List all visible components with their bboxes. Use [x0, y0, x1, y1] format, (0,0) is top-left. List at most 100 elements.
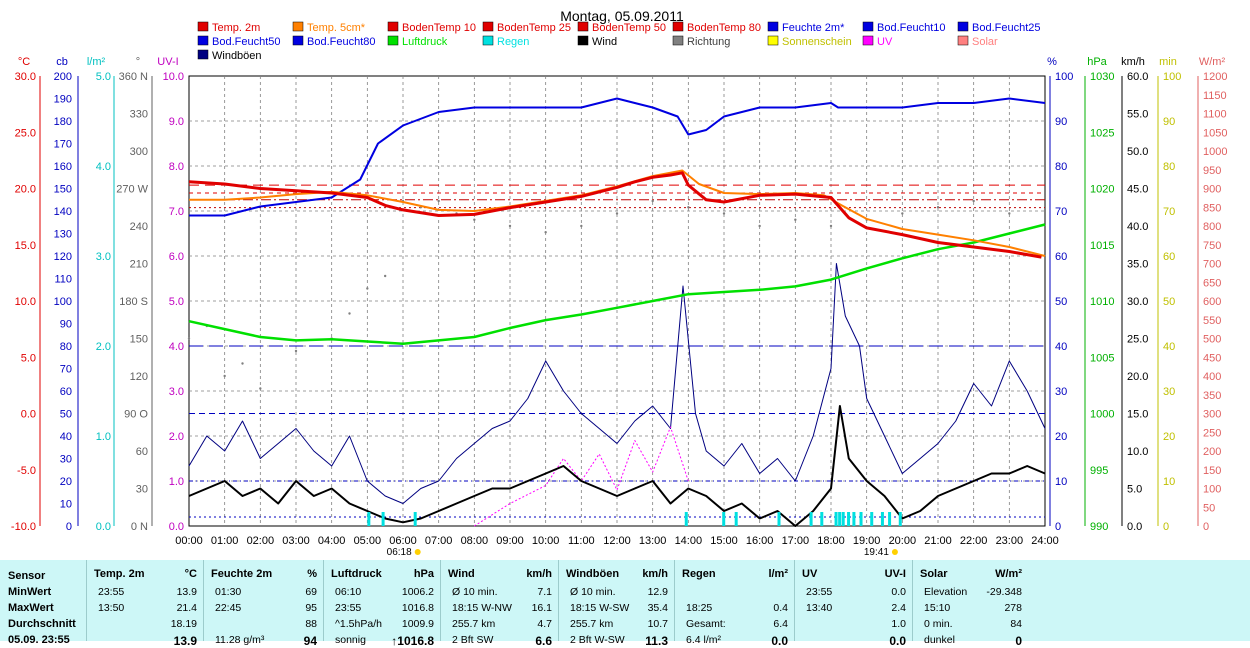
stats-cell-value: 18.19: [170, 618, 197, 630]
legend-swatch: [672, 21, 684, 32]
axis-tick-min: 100: [1163, 71, 1181, 83]
stats-col-divider: [558, 560, 559, 641]
legend-label: BodenTemp 25: [497, 22, 571, 34]
x-tick-label: 08:00: [461, 535, 489, 547]
rain-bar: [734, 512, 738, 526]
stats-col-divider: [440, 560, 441, 641]
axis-tick-wm2: 800: [1203, 221, 1221, 233]
axis-unit-temp: °C: [18, 56, 30, 68]
direction-point: [615, 212, 619, 215]
legend-label: Bod.Feucht80: [307, 36, 376, 48]
axis-tick-min: 20: [1163, 431, 1175, 443]
axis-tick-hum: 40: [1055, 341, 1067, 353]
legend-label: Bod.Feucht50: [212, 36, 281, 48]
direction-point: [722, 212, 726, 215]
axis-tick-cb: 40: [60, 431, 72, 443]
stats-col-head: Solar: [920, 568, 948, 580]
stats-cell-value: 13.9: [173, 634, 197, 648]
direction-point: [241, 362, 244, 365]
axis-unit-dir: °: [136, 56, 140, 68]
axis-tick-wm2: 1100: [1203, 109, 1227, 121]
stats-col-unit: km/h: [526, 568, 552, 580]
axis-tick-wm2: 850: [1203, 202, 1221, 214]
stats-cell-label: 255.7 km: [452, 618, 496, 630]
axis-tick-kmh: 25.0: [1127, 334, 1148, 346]
axis-tick-wm2: 400: [1203, 371, 1221, 383]
stats-cell-value: 94: [303, 634, 317, 648]
direction-point: [901, 212, 904, 215]
stats-cell-value: ↑1016.8: [391, 634, 434, 648]
axis-tick-wm2: 350: [1203, 390, 1221, 402]
stats-cell-value: 1.0: [891, 618, 906, 630]
rain-bar: [880, 512, 884, 526]
stats-cell-value: 6.6: [535, 634, 552, 648]
sunset-label: 19:41: [864, 547, 889, 558]
x-tick-label: 16:00: [746, 535, 774, 547]
stats-col-divider: [674, 560, 675, 641]
axis-tick-wm2: 0: [1203, 521, 1209, 533]
x-tick-label: 13:00: [639, 535, 667, 547]
legend-swatch: [577, 35, 589, 46]
legend-label: BodenTemp 50: [592, 22, 666, 34]
axis-tick-cb: 130: [54, 229, 72, 241]
stats-cell-label: Ø 10 min.: [570, 586, 616, 598]
stats-cell-label: 22:45: [215, 602, 242, 614]
direction-point: [223, 374, 226, 378]
x-tick-label: 03:00: [282, 535, 310, 547]
rain-bar: [852, 512, 856, 526]
legend-swatch: [957, 21, 969, 32]
x-tick-label: 06:00: [389, 535, 417, 547]
x-tick-label: 21:00: [924, 535, 952, 547]
axis-tick-hum: 100: [1055, 71, 1073, 83]
stats-cell-value: 1009.9: [401, 618, 434, 630]
axis-tick-hum: 20: [1055, 431, 1067, 443]
axis-unit-uvi: UV-I: [157, 56, 178, 68]
axis-tick-wm2: 300: [1203, 409, 1221, 421]
axis-tick-wm2: 900: [1203, 184, 1221, 196]
axis-unit-kmh: km/h: [1121, 56, 1145, 68]
axis-unit-rain: l/m²: [87, 56, 106, 68]
axis-tick-cb: 30: [60, 454, 72, 466]
stats-row-label: Durchschnitt: [8, 618, 76, 630]
legend-swatch: [292, 35, 304, 46]
axis-tick-hum: 50: [1055, 296, 1067, 308]
stats-cell-value: 0.4: [773, 602, 788, 614]
stats-row-label: MaxWert: [8, 602, 54, 614]
legend-swatch: [862, 35, 874, 46]
axis-tick-hum: 60: [1055, 251, 1067, 263]
axis-tick-min: 10: [1163, 476, 1175, 488]
stats-cell-value: 0.0: [891, 586, 906, 598]
legend-swatch: [482, 35, 494, 46]
axis-tick-hpa: 1015: [1090, 240, 1114, 252]
axis-tick-dir: 210: [130, 259, 148, 271]
series-line-temp-2m: [188, 171, 1042, 259]
rain-bar: [841, 512, 845, 526]
stats-col-divider: [203, 560, 204, 641]
stats-cell-value: 16.1: [531, 602, 552, 614]
series-line-windb-en: [188, 263, 1046, 504]
rain-bar: [888, 512, 892, 526]
axis-tick-kmh: 45.0: [1127, 184, 1148, 196]
axis-tick-temp: -5.0: [17, 465, 36, 477]
axis-tick-uvi: 8.0: [169, 161, 184, 173]
stats-cell-value: 1016.8: [401, 602, 434, 614]
legend-swatch: [292, 21, 304, 32]
x-tick-label: 07:00: [425, 535, 453, 547]
axis-tick-temp: 5.0: [21, 352, 36, 364]
stats-cell-label: 15:10: [924, 602, 951, 614]
axis-tick-cb: 200: [54, 71, 72, 83]
axis-tick-wm2: 650: [1203, 277, 1221, 289]
stats-cell-value: -29.348: [986, 586, 1022, 598]
stats-cell-label: dunkel: [924, 634, 955, 646]
axis-tick-kmh: 20.0: [1127, 371, 1148, 383]
legend-swatch: [387, 35, 399, 46]
legend-swatch: [197, 21, 209, 32]
stats-cell-label: 0 min.: [924, 618, 953, 630]
chart-axes: °C cb l/m² ° UV-I% hPa km/h min W/m² 30.0 25.0 20.0…: [11, 56, 1228, 533]
x-tick-label: 15:00: [710, 535, 738, 547]
legend-label: UV: [877, 36, 893, 48]
axis-tick-kmh: 35.0: [1127, 259, 1148, 271]
axis-tick-rain: 3.0: [96, 251, 111, 263]
x-tick-label: 20:00: [889, 535, 917, 547]
rain-bar: [870, 512, 874, 526]
